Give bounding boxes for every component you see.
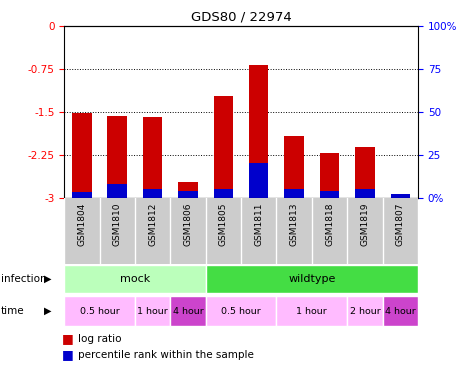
Text: GSM1813: GSM1813 xyxy=(290,203,299,246)
Bar xyxy=(206,265,418,293)
Text: ■: ■ xyxy=(62,332,74,345)
Text: GSM1807: GSM1807 xyxy=(396,203,405,246)
Bar xyxy=(347,296,383,326)
Text: GDS80 / 22974: GDS80 / 22974 xyxy=(190,11,292,24)
Text: mock: mock xyxy=(120,274,150,284)
Text: GSM1810: GSM1810 xyxy=(113,203,122,246)
Text: 4 hour: 4 hour xyxy=(385,307,416,315)
Text: GSM1811: GSM1811 xyxy=(254,203,263,246)
Text: 4 hour: 4 hour xyxy=(172,307,203,315)
Text: GSM1818: GSM1818 xyxy=(325,203,334,246)
Bar xyxy=(135,296,171,326)
Text: 1 hour: 1 hour xyxy=(296,307,327,315)
Bar xyxy=(64,265,206,293)
Bar xyxy=(390,194,410,198)
Bar xyxy=(107,184,127,198)
Bar xyxy=(143,117,162,198)
Bar xyxy=(390,197,410,198)
Bar xyxy=(383,296,418,326)
Bar xyxy=(72,113,92,198)
Bar xyxy=(320,191,339,198)
Text: GSM1806: GSM1806 xyxy=(183,203,192,246)
Text: wildtype: wildtype xyxy=(288,274,335,284)
Text: GSM1812: GSM1812 xyxy=(148,203,157,246)
Text: 1 hour: 1 hour xyxy=(137,307,168,315)
Bar xyxy=(355,147,375,198)
Text: ■: ■ xyxy=(62,348,74,362)
Bar xyxy=(214,189,233,198)
Bar xyxy=(285,189,304,198)
Text: 2 hour: 2 hour xyxy=(350,307,380,315)
Bar xyxy=(178,182,198,198)
Bar xyxy=(214,96,233,198)
Bar xyxy=(276,296,347,326)
Bar xyxy=(72,193,92,198)
Text: ▶: ▶ xyxy=(44,274,51,284)
Text: 0.5 hour: 0.5 hour xyxy=(221,307,261,315)
Text: percentile rank within the sample: percentile rank within the sample xyxy=(78,350,254,360)
Text: log ratio: log ratio xyxy=(78,333,122,344)
Text: 0.5 hour: 0.5 hour xyxy=(80,307,119,315)
Bar xyxy=(170,296,206,326)
Bar xyxy=(64,296,135,326)
Bar xyxy=(320,153,339,198)
Bar xyxy=(285,136,304,198)
Bar xyxy=(249,163,268,198)
Bar xyxy=(355,189,375,198)
Bar xyxy=(143,189,162,198)
Text: time: time xyxy=(1,306,25,316)
Text: GSM1819: GSM1819 xyxy=(361,203,370,246)
Text: infection: infection xyxy=(1,274,47,284)
Bar xyxy=(249,65,268,198)
Text: GSM1805: GSM1805 xyxy=(219,203,228,246)
Bar xyxy=(206,296,276,326)
Text: ▶: ▶ xyxy=(44,306,51,316)
Bar xyxy=(178,191,198,198)
Bar xyxy=(107,116,127,198)
Text: GSM1804: GSM1804 xyxy=(77,203,86,246)
